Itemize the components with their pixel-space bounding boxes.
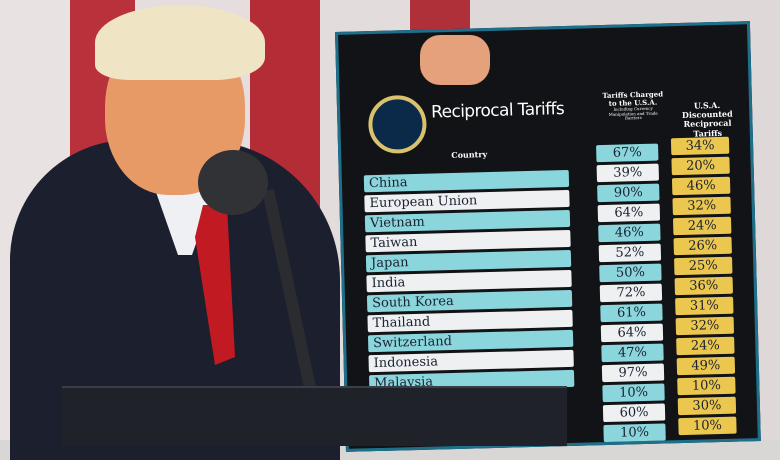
- charged-cell: 97%: [601, 363, 665, 383]
- speaker-hair: [95, 5, 265, 80]
- microphone-icon: [198, 150, 268, 215]
- country-cell: China: [363, 169, 570, 193]
- charged-cell: 52%: [598, 243, 662, 263]
- discounted-cell: 25%: [674, 256, 733, 276]
- charged-cell: 90%: [597, 183, 660, 203]
- country-cell: Taiwan: [365, 229, 571, 253]
- country-cell: European Union: [364, 189, 570, 213]
- charged-cell: 10%: [602, 383, 665, 403]
- charged-header: Tariffs Charged to the U.S.A. Including C…: [602, 89, 665, 121]
- country-cell: Switzerland: [367, 329, 574, 353]
- charged-cell: 60%: [602, 403, 666, 423]
- charged-column: 67% 39% 90% 64% 46% 52% 50% 72% 61% 64% 47% 97% 10% 6…: [596, 143, 666, 443]
- discounted-cell: 10%: [678, 416, 737, 436]
- discounted-cell: 10%: [677, 376, 736, 396]
- country-header: Country: [451, 149, 488, 160]
- charged-cell: 64%: [600, 323, 664, 343]
- discounted-column: 34% 20% 46% 32% 24% 26% 25% 36% 31% 32% 24% 49% 10% 3…: [670, 136, 737, 436]
- discounted-cell: 30%: [677, 396, 737, 416]
- discounted-cell: 31%: [675, 296, 734, 316]
- charged-cell: 72%: [599, 283, 663, 303]
- country-cell: Vietnam: [364, 209, 571, 233]
- presidential-seal-icon: [367, 94, 428, 155]
- country-cell: India: [366, 269, 572, 293]
- country-cell: Thailand: [367, 309, 573, 333]
- discounted-cell: 24%: [672, 216, 732, 236]
- board-title: Reciprocal Tariffs: [430, 99, 565, 123]
- charged-cell: 61%: [600, 303, 663, 323]
- country-cell: South Korea: [366, 289, 573, 313]
- discounted-cell: 32%: [672, 196, 731, 216]
- discounted-cell: 26%: [673, 236, 732, 256]
- hand: [420, 35, 490, 85]
- country-cell: Japan: [365, 249, 572, 273]
- charged-cell: 46%: [598, 223, 661, 243]
- discounted-cell: 32%: [675, 316, 735, 336]
- discounted-cell: 20%: [671, 156, 730, 176]
- discounted-cell: 34%: [670, 136, 730, 156]
- podium: [62, 386, 567, 446]
- charged-cell: 10%: [603, 423, 666, 443]
- country-column: China European Union Vietnam Taiwan Japan Ind…: [363, 169, 575, 393]
- charged-header-sub: Including Currency Manipulation and Trad…: [608, 106, 658, 121]
- discounted-cell: 24%: [676, 336, 735, 356]
- charged-cell: 50%: [599, 263, 662, 283]
- discounted-cell: 46%: [671, 176, 731, 196]
- charged-cell: 47%: [601, 343, 664, 363]
- charged-cell: 64%: [597, 203, 661, 223]
- discounted-cell: 36%: [674, 276, 733, 296]
- discounted-cell: 49%: [676, 356, 736, 376]
- charged-cell: 39%: [596, 163, 660, 183]
- discounted-header: U.S.A. Discounted Reciprocal Tariffs: [681, 99, 733, 139]
- charged-cell: 67%: [596, 143, 659, 163]
- country-cell: Indonesia: [368, 349, 574, 373]
- charged-header-text: Tariffs Charged to the U.S.A.: [602, 89, 664, 108]
